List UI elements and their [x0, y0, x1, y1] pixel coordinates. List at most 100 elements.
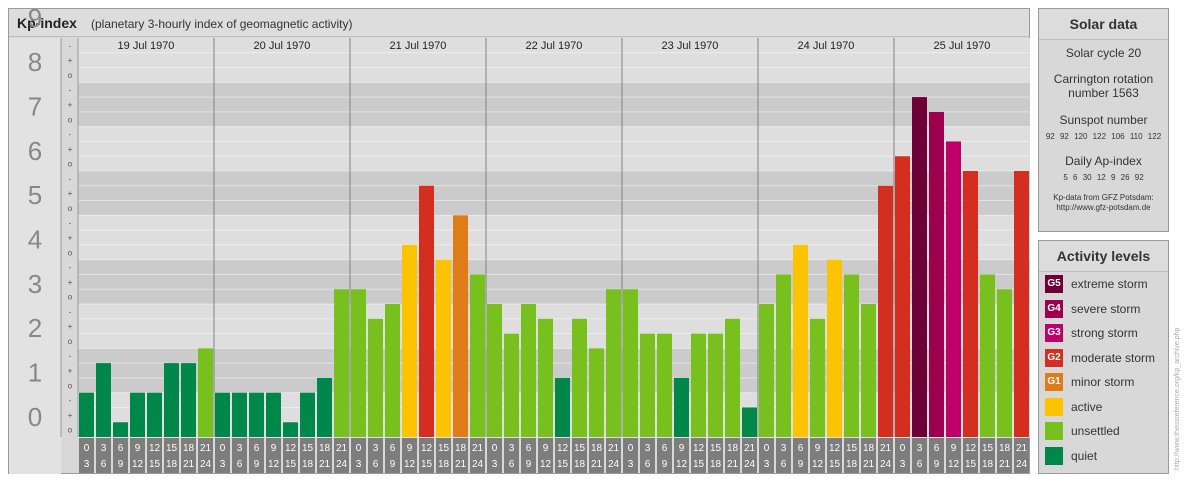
hour-start-label: 0	[356, 443, 362, 454]
hour-start-label: 15	[846, 443, 858, 454]
hour-end-label: 9	[118, 459, 124, 470]
hour-start-label: 12	[285, 443, 297, 454]
level-label: quiet	[1071, 448, 1098, 463]
hour-start-label: 21	[880, 443, 892, 454]
kp-bar	[810, 318, 825, 437]
activity-level-extreme-storm: G5 extreme storm	[1045, 275, 1167, 295]
hour-cell	[317, 438, 332, 473]
hour-start-label: 21	[200, 443, 212, 454]
hour-start-label: 21	[472, 443, 484, 454]
y-minor-label: o	[68, 426, 73, 435]
hour-cell	[861, 438, 876, 473]
kp-bar	[708, 333, 723, 437]
kp-bar	[844, 274, 859, 437]
hour-cell	[521, 438, 536, 473]
hour-cell	[878, 438, 893, 473]
kp-bar	[453, 215, 468, 437]
hour-end-label: 9	[526, 459, 532, 470]
hour-end-label: 24	[200, 459, 212, 470]
hour-start-label: 12	[421, 443, 433, 454]
kp-chart-panel: Kp-index (planetary 3-hourly index of ge…	[8, 8, 1030, 474]
y-axis-column	[9, 38, 61, 474]
hour-start-label: 0	[764, 443, 770, 454]
hour-cell	[402, 438, 417, 473]
hour-end-label: 12	[812, 459, 824, 470]
kp-bar	[606, 289, 621, 437]
hour-cell	[504, 438, 519, 473]
hour-end-label: 9	[662, 459, 668, 470]
hour-cell	[538, 438, 553, 473]
hour-end-label: 6	[781, 459, 787, 470]
level-swatch: G5	[1045, 275, 1063, 293]
kp-bar	[249, 392, 264, 437]
carrington-line-2: number 1563	[1068, 86, 1139, 100]
hour-cell	[351, 438, 366, 473]
kp-bar	[1014, 171, 1029, 437]
credit-link[interactable]: http://www.gfz-potsdam.de	[1056, 203, 1151, 212]
hour-start-label: 9	[135, 443, 141, 454]
kp-bar	[640, 333, 655, 437]
hour-end-label: 18	[302, 459, 314, 470]
y-minor-label: o	[68, 204, 73, 213]
hour-start-label: 6	[662, 443, 668, 454]
activity-level-moderate-storm: G2 moderate storm	[1045, 348, 1167, 369]
level-swatch	[1045, 446, 1063, 465]
hour-start-label: 6	[798, 443, 804, 454]
hour-end-label: 3	[84, 459, 90, 470]
hour-cell	[623, 438, 638, 473]
level-swatch	[1045, 422, 1063, 440]
hour-start-label: 3	[101, 443, 107, 454]
kp-bar	[980, 274, 995, 437]
hour-start-label: 3	[645, 443, 651, 454]
level-label: extreme storm	[1071, 277, 1148, 291]
y-minor-label: -	[69, 307, 72, 316]
hour-end-label: 24	[608, 459, 620, 470]
hour-start-label: 15	[302, 443, 314, 454]
hour-cell	[793, 438, 808, 473]
hour-cell	[572, 438, 587, 473]
hour-end-label: 6	[917, 459, 923, 470]
hour-start-label: 15	[438, 443, 450, 454]
hour-cell	[997, 438, 1012, 473]
kp-bar	[725, 318, 740, 437]
y-tick-label: 9	[28, 9, 42, 33]
hour-start-label: 12	[693, 443, 705, 454]
y-minor-label: -	[69, 352, 72, 361]
hour-start-label: 15	[166, 443, 178, 454]
day-label: 25 Jul 1970	[934, 40, 991, 52]
y-minor-label: +	[68, 278, 73, 287]
hour-start-label: 3	[237, 443, 243, 454]
y-minor-label: o	[68, 160, 73, 169]
kp-bar	[657, 333, 672, 437]
hour-start-label: 12	[965, 443, 977, 454]
hour-cell	[453, 438, 468, 473]
hour-cell	[827, 438, 842, 473]
hour-start-label: 3	[917, 443, 923, 454]
activity-level-active: active	[1045, 397, 1167, 418]
kp-bar	[181, 363, 196, 437]
hour-start-label: 18	[863, 443, 875, 454]
level-label: severe storm	[1071, 301, 1141, 316]
hour-start-label: 21	[1016, 443, 1028, 454]
chart-title: Kp-index	[17, 15, 77, 31]
kp-bar	[215, 392, 230, 437]
hour-start-label: 9	[679, 443, 685, 454]
hour-cell	[215, 438, 230, 473]
chart-subtitle: (planetary 3-hourly index of geomagnetic…	[91, 17, 353, 31]
level-swatch: G2	[1045, 348, 1063, 367]
y-tick-label: 5	[28, 180, 42, 210]
ap-index-values: 5 6 30 12 9 26 92	[1063, 173, 1144, 182]
y-tick-label: 3	[28, 269, 42, 299]
hour-end-label: 21	[455, 459, 467, 470]
ap-index-label: Daily Ap-index	[1065, 154, 1142, 168]
kp-bar	[368, 318, 383, 437]
level-swatch: G3	[1045, 324, 1063, 342]
hour-cell	[912, 438, 927, 473]
y-tick-label: 1	[28, 358, 42, 388]
kp-band	[78, 126, 1030, 171]
kp-bar	[283, 422, 298, 437]
hour-end-label: 18	[846, 459, 858, 470]
hour-start-label: 0	[628, 443, 634, 454]
hour-end-label: 24	[472, 459, 484, 470]
hour-cell	[640, 438, 655, 473]
